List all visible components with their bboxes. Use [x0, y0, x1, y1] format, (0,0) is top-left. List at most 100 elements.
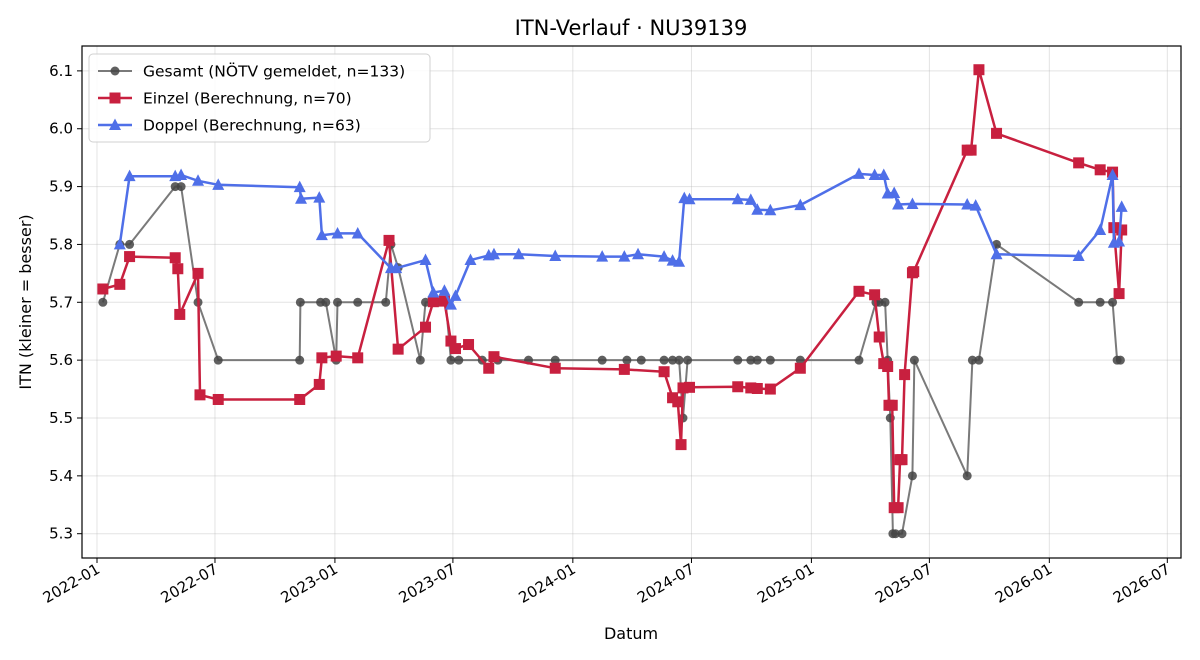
data-point: [98, 297, 108, 307]
data-point: [596, 250, 609, 262]
data-point: [673, 255, 686, 267]
data-point: [873, 331, 885, 343]
series-2: [97, 64, 1128, 514]
data-point: [886, 399, 898, 411]
data-point: [1074, 297, 1084, 307]
x-tick-label: 2026-01: [992, 560, 1055, 607]
data-point: [449, 289, 462, 301]
data-point: [392, 343, 404, 355]
y-tick-label: 5.5: [49, 409, 73, 427]
data-point: [172, 263, 184, 275]
data-point: [618, 363, 630, 375]
data-point: [632, 247, 645, 260]
data-point: [212, 393, 224, 405]
legend-label: Einzel (Berechnung, n=70): [143, 90, 352, 108]
data-point: [194, 389, 206, 401]
data-point: [1116, 224, 1128, 236]
data-point: [114, 278, 126, 290]
x-tick-label: 2025-07: [872, 560, 935, 607]
data-point: [961, 198, 974, 210]
data-point: [427, 296, 439, 308]
legend-label: Doppel (Berechnung, n=63): [143, 117, 361, 135]
data-point: [962, 471, 972, 481]
x-tick-label: 2025-01: [754, 560, 817, 607]
data-point: [868, 168, 881, 181]
x-tick-label: 2022-07: [158, 560, 221, 607]
data-point: [794, 362, 806, 374]
data-point: [677, 382, 689, 394]
data-point: [890, 529, 900, 539]
data-point: [795, 355, 805, 365]
data-point: [438, 295, 450, 307]
data-point: [313, 378, 325, 390]
data-point: [313, 191, 326, 203]
data-point: [454, 355, 464, 365]
data-point: [896, 454, 908, 466]
y-tick-label: 5.4: [49, 467, 73, 485]
data-point: [880, 297, 890, 307]
y-tick-label: 5.6: [49, 351, 73, 369]
data-point: [295, 192, 308, 204]
x-tick-label: 2023-07: [396, 560, 459, 607]
data-point: [1072, 249, 1085, 262]
data-point: [213, 355, 223, 365]
data-point: [1115, 200, 1128, 212]
data-point: [882, 361, 894, 373]
data-point: [675, 439, 687, 451]
y-tick-label: 5.3: [49, 525, 73, 543]
data-point: [450, 343, 462, 355]
data-point: [295, 297, 305, 307]
x-axis-title: Datum: [604, 624, 658, 643]
data-point: [906, 197, 919, 209]
data-point: [658, 366, 670, 378]
y-axis-title: ITN (kleiner = besser): [16, 214, 35, 389]
data-point: [853, 285, 865, 297]
data-point: [381, 297, 391, 307]
data-point: [752, 355, 762, 365]
data-point: [731, 192, 744, 205]
data-point: [175, 168, 188, 181]
data-point: [733, 355, 743, 365]
data-point: [293, 180, 306, 193]
data-point: [421, 297, 431, 307]
data-point: [764, 383, 776, 395]
data-point: [176, 182, 186, 192]
data-point: [965, 144, 977, 156]
data-point: [315, 228, 328, 241]
data-point: [353, 297, 363, 307]
data-point: [658, 250, 671, 262]
data-point: [1113, 235, 1126, 247]
data-point: [1113, 288, 1125, 300]
data-point: [764, 203, 777, 216]
data-point: [672, 396, 684, 408]
data-point: [746, 355, 756, 365]
data-point: [550, 355, 560, 365]
data-point: [909, 355, 919, 365]
data-point: [1094, 223, 1107, 235]
data-point: [888, 186, 901, 198]
x-tick-label: 2023-01: [278, 560, 341, 607]
data-point: [683, 192, 696, 205]
x-tick-label: 2024-07: [634, 560, 697, 607]
data-point: [419, 253, 432, 266]
legend-box: [88, 53, 431, 143]
data-point: [488, 351, 500, 363]
data-point: [321, 297, 331, 307]
data-point: [899, 369, 911, 381]
x-tick-label: 2026-07: [1110, 560, 1173, 607]
series-layer: [97, 64, 1128, 539]
data-point: [892, 198, 905, 210]
data-point: [974, 355, 984, 365]
data-point: [877, 168, 890, 181]
data-point: [294, 393, 306, 405]
data-point: [333, 297, 343, 307]
data-point: [991, 127, 1003, 139]
data-point: [549, 249, 562, 262]
data-point: [446, 355, 456, 365]
data-point: [512, 247, 525, 260]
data-point: [659, 355, 669, 365]
data-point: [892, 502, 904, 514]
data-point: [169, 252, 181, 264]
data-point: [483, 362, 495, 374]
